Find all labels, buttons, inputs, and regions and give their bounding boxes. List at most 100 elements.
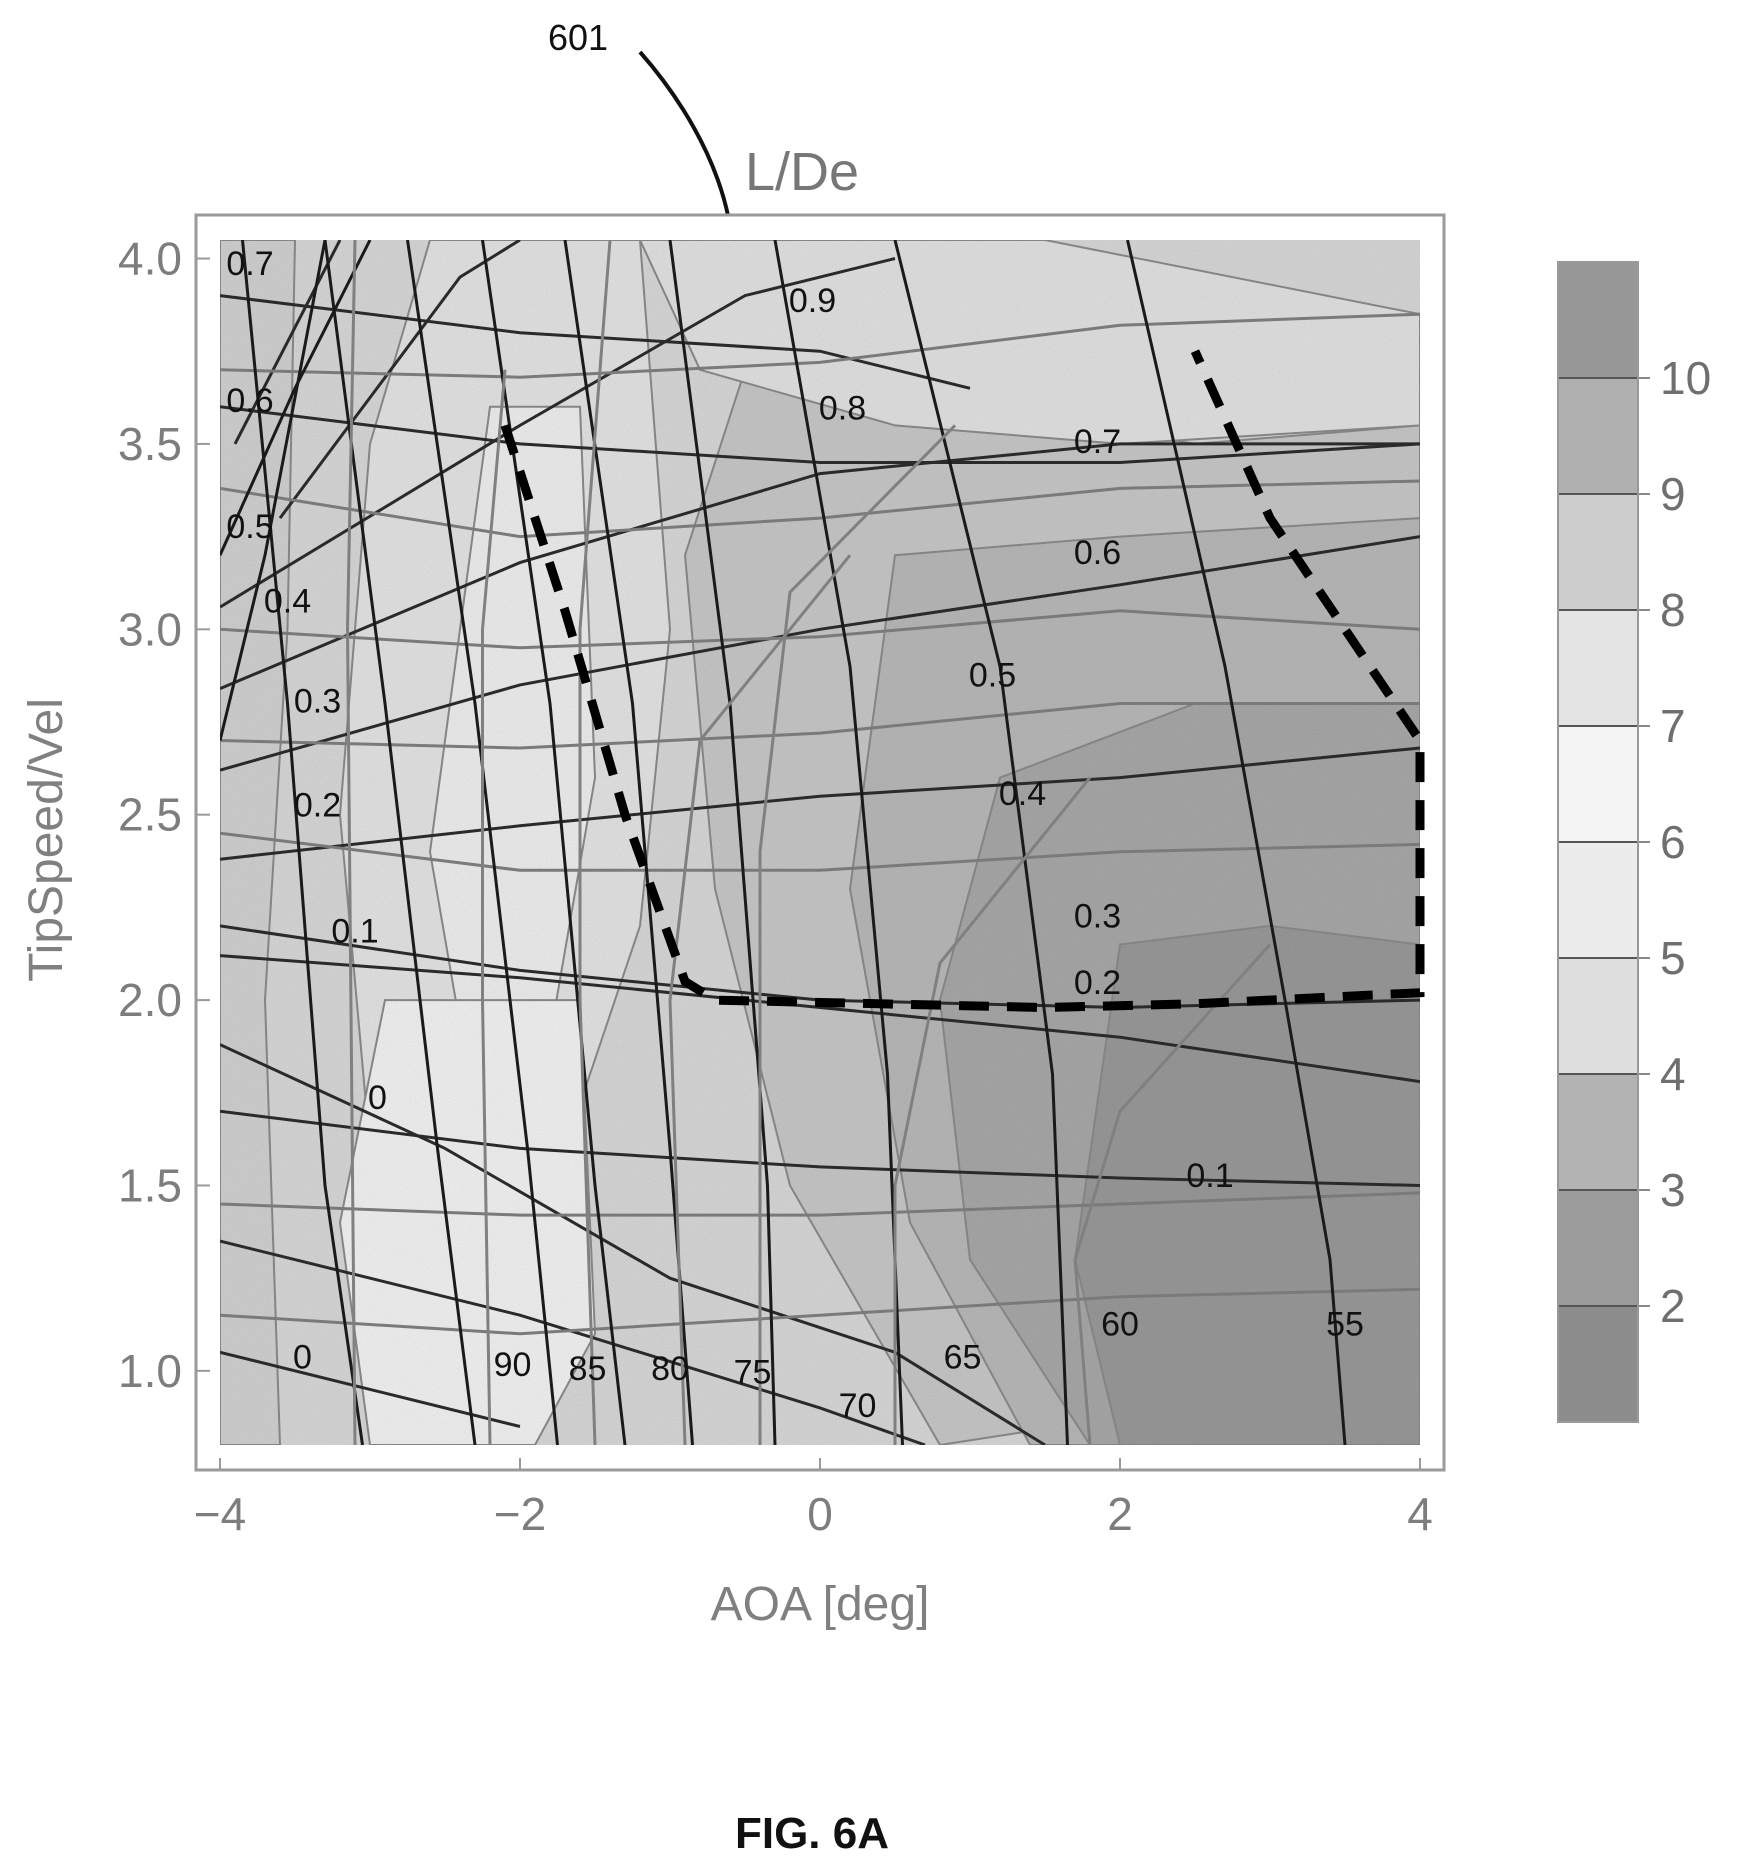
ld-contour-v-6 <box>758 424 957 1445</box>
pitch-angle-label-4: 70 <box>839 1387 877 1425</box>
ld-contour-4 <box>220 831 1420 872</box>
colorbar-tick-label-1: 3 <box>1660 1164 1686 1216</box>
colorbar-band-9 <box>1558 378 1638 494</box>
pitch-angle-label-1: 85 <box>569 1350 607 1388</box>
heatmap-region-8 <box>638 240 1420 445</box>
colorbar-tick-label-5: 7 <box>1660 700 1686 752</box>
figure-caption: FIG. 6A <box>735 1809 889 1858</box>
ld-contour-v-4 <box>893 776 1092 1445</box>
ld-contour-5 <box>220 1191 1420 1217</box>
colorbar-band-1 <box>1558 1306 1638 1422</box>
advance-ratio-label-8: 0 <box>293 1339 312 1377</box>
advance-ratio-label-7: 0 <box>368 1079 387 1117</box>
heatmap-region-3 <box>220 240 297 1445</box>
pitch-angle-label-0: 90 <box>494 1346 532 1384</box>
advance-ratio-label-3: 0.4 <box>264 582 311 620</box>
advance-ratio-label-11: 0.7 <box>1074 423 1121 461</box>
advance-ratio-label-2: 0.5 <box>226 508 273 546</box>
y-tick-label-0: 1.0 <box>118 1345 182 1397</box>
pitch-angle-contour-3 <box>481 240 627 1445</box>
colorbar-band-8 <box>1558 494 1638 610</box>
operating-region-boundary-group <box>500 349 1425 1013</box>
advance-ratio-label-16: 0.2 <box>1074 964 1121 1002</box>
heatmap-background <box>220 240 1420 1445</box>
advance-ratio-contour-4 <box>220 442 1420 690</box>
advance-ratio-label-4: 0.3 <box>294 682 341 720</box>
pitch-angle-label-3: 75 <box>734 1354 772 1392</box>
advance-ratio-label-9: 0.9 <box>789 282 836 320</box>
y-tick-label-4: 3.0 <box>118 603 182 655</box>
colorbar-band-5 <box>1558 842 1638 958</box>
ld-contour-v-3 <box>668 554 852 1445</box>
pitch-angle-label-6: 60 <box>1101 1305 1139 1343</box>
pitch-angle-contour-9 <box>220 240 372 556</box>
advance-ratio-label-12: 0.6 <box>1074 534 1121 572</box>
advance-ratio-contour-5 <box>220 257 896 609</box>
advance-ratio-contour-9 <box>220 1239 926 1445</box>
pitch-angle-contour-8 <box>1126 240 1347 1445</box>
pitch-angle-contour-2 <box>406 240 559 1445</box>
x-tick-label-2: 0 <box>807 1488 833 1540</box>
pitch-angle-label-5: 65 <box>944 1339 982 1377</box>
x-axis-label: AOA [deg] <box>711 1578 930 1631</box>
pitch-angle-contour-7 <box>893 240 1069 1445</box>
y-tick-label-6: 4.0 <box>118 233 182 285</box>
x-axis-ticks: −4 −2 0 2 4 <box>194 1458 1433 1540</box>
chart-title: L/De <box>745 142 859 202</box>
advance-ratio-contour-13 <box>220 405 1420 464</box>
y-tick-label-3: 2.5 <box>118 789 182 841</box>
advance-ratio-contour-12 <box>220 294 971 390</box>
colorbar-tick-label-7: 9 <box>1660 468 1686 520</box>
advance-ratio-label-5: 0.2 <box>294 786 341 824</box>
colorbar-tick-label-8: 10 <box>1660 352 1711 404</box>
advance-ratio-contour-11 <box>220 1109 1420 1187</box>
ld-contour-v-1 <box>481 369 507 1445</box>
advance-ratio-label-17: 0.1 <box>1186 1157 1233 1195</box>
colorbar-band-10 <box>1558 262 1638 378</box>
x-tick-label-0: −4 <box>194 1488 246 1540</box>
ld-contour-v-2 <box>345 240 357 1445</box>
advance-ratio-label-0: 0.7 <box>226 245 273 283</box>
colorbar-band-6 <box>1558 726 1638 842</box>
advance-ratio-label-14: 0.4 <box>999 775 1046 813</box>
pitch-angle-contour-1 <box>323 240 477 1445</box>
colorbar-frame <box>1557 261 1639 1423</box>
y-tick-label-2: 2.0 <box>118 974 182 1026</box>
y-axis-label: TipSpeed/Vel <box>20 698 73 982</box>
advance-ratio-label-15: 0.3 <box>1074 897 1121 935</box>
y-axis-ticks: 1.0 1.5 2.0 2.5 3.0 3.5 4.0 <box>118 233 210 1397</box>
colorbar-tick-label-0: 2 <box>1660 1280 1686 1332</box>
colorbar-band-2 <box>1558 1190 1638 1306</box>
ld-contour-6 <box>220 1287 1420 1336</box>
pitch-angle-contour-10 <box>220 240 327 741</box>
advance-ratio-label-6: 0.1 <box>331 912 378 950</box>
advance-ratio-contour-0 <box>220 954 1420 1084</box>
ld-contour-v-5 <box>1073 943 1272 1445</box>
ld-contour-v-0 <box>578 240 612 1445</box>
advance-ratio-contour-6 <box>278 240 521 519</box>
colorbar: 2 3 4 5 6 7 8 9 10 <box>1557 261 1711 1423</box>
contour-labels: 0.7 0.6 0.5 0.4 0.3 0.2 0.1 0 0 0.9 0.8 0.7 0.6 0.5 0.… <box>226 245 1364 1425</box>
colorbar-tick-label-4: 6 <box>1660 816 1686 868</box>
ld-contour-3 <box>220 702 1420 750</box>
x-tick-label-1: −2 <box>494 1488 546 1540</box>
colorbar-band-7 <box>1558 610 1638 726</box>
advance-ratio-contour-2 <box>220 746 1420 861</box>
advance-ratio-label-1: 0.6 <box>226 382 273 420</box>
colorbar-tick-label-2: 4 <box>1660 1048 1686 1100</box>
contour-lines <box>220 240 1420 1445</box>
ld-contour-1 <box>220 479 1420 539</box>
operating-region-boundary <box>500 349 1425 1013</box>
x-tick-label-3: 2 <box>1107 1488 1133 1540</box>
colorbar-band-3 <box>1558 1074 1638 1190</box>
ld-contour-2 <box>220 609 1420 650</box>
pitch-angle-contour-5 <box>668 240 777 1445</box>
advance-ratio-label-13: 0.5 <box>969 656 1016 694</box>
y-tick-label-5: 3.5 <box>118 418 182 470</box>
advance-ratio-label-10: 0.8 <box>819 390 866 428</box>
pitch-angle-label-7: 55 <box>1326 1305 1364 1343</box>
x-tick-label-4: 4 <box>1407 1488 1433 1540</box>
pitch-angle-contour-0 <box>241 240 364 1445</box>
colorbar-tick-label-6: 8 <box>1660 584 1686 636</box>
